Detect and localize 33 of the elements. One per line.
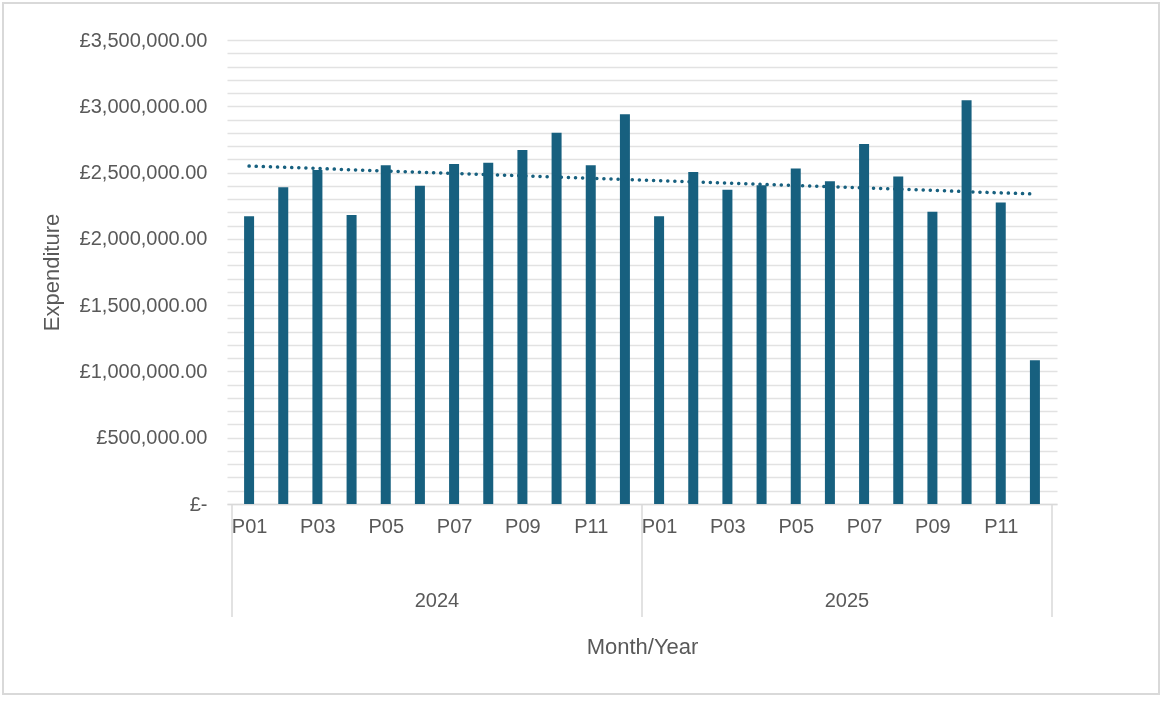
bar — [346, 214, 357, 504]
bar — [654, 216, 665, 504]
x-tick-label: P09 — [915, 514, 951, 537]
y-tick-label: £1,500,000.00 — [79, 293, 208, 316]
bar — [414, 185, 425, 504]
y-tick-label: £1,000,000.00 — [79, 359, 208, 382]
x-tick-label: P05 — [368, 514, 405, 537]
text: 2025 — [824, 589, 870, 611]
y-tick-label: £500,000.00 — [96, 426, 208, 449]
bar — [995, 202, 1006, 504]
bar — [278, 187, 289, 504]
y-tick-label: £2,500,000.00 — [79, 161, 208, 184]
y-tick-label: £- — [189, 492, 208, 515]
bar — [1029, 360, 1040, 504]
bar — [722, 189, 733, 504]
x-tick-label: P05 — [778, 514, 815, 537]
bar — [244, 216, 255, 504]
x-tick-label: P01 — [231, 514, 268, 537]
x-tick-label: P07 — [436, 514, 473, 537]
y-tick-label: £2,000,000.00 — [79, 227, 208, 250]
x-axis-title: Month/Year — [586, 633, 699, 659]
y-tick-label: £3,500,000.00 — [79, 28, 208, 51]
bar — [927, 211, 938, 504]
y-axis-title: Expenditure — [38, 213, 64, 332]
x-tick-label: P11 — [984, 514, 1019, 537]
x-tick-label: P11 — [574, 514, 609, 537]
text: 2024 — [414, 589, 460, 611]
x-tick-label: P01 — [641, 514, 678, 537]
x-tick-label: P03 — [300, 514, 336, 537]
x-tick-label: P09 — [505, 514, 541, 537]
y-tick-label: £3,000,000.00 — [79, 94, 208, 117]
x-tick-label: P07 — [846, 514, 883, 537]
x-tick-label: P03 — [710, 514, 746, 537]
